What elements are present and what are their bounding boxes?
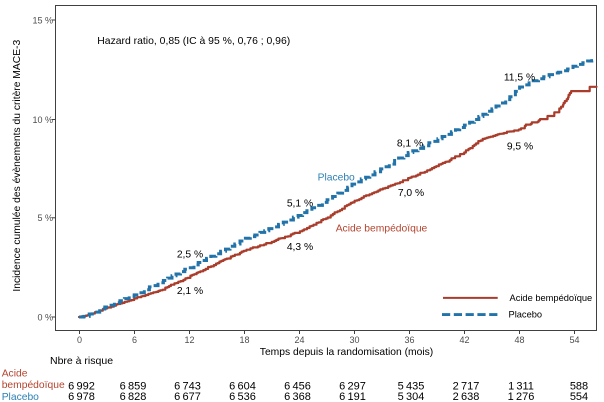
svg-text:6 743: 6 743: [174, 381, 201, 393]
svg-text:2 638: 2 638: [453, 391, 480, 402]
svg-text:1 311: 1 311: [508, 381, 534, 393]
svg-text:18: 18: [239, 335, 249, 345]
svg-text:54: 54: [569, 335, 579, 345]
svg-text:15 %: 15 %: [32, 15, 53, 25]
svg-text:6 368: 6 368: [284, 391, 311, 402]
svg-text:6 456: 6 456: [284, 381, 311, 393]
svg-text:2,1 %: 2,1 %: [177, 286, 203, 297]
svg-text:6 859: 6 859: [120, 381, 147, 393]
svg-text:Placebo: Placebo: [318, 172, 355, 183]
svg-text:6 604: 6 604: [229, 381, 256, 393]
svg-text:12: 12: [184, 335, 194, 345]
svg-text:6 828: 6 828: [120, 391, 147, 402]
svg-text:6 677: 6 677: [174, 391, 201, 402]
svg-text:4,3 %: 4,3 %: [287, 242, 313, 253]
svg-text:554: 554: [570, 391, 588, 402]
svg-text:Incidence cumulée des évènemen: Incidence cumulée des évènements du crit…: [12, 40, 23, 292]
svg-text:30: 30: [349, 335, 359, 345]
svg-text:6 536: 6 536: [229, 391, 256, 402]
svg-text:8,1 %: 8,1 %: [397, 139, 423, 150]
svg-text:11,5 %: 11,5 %: [504, 73, 535, 84]
svg-text:42: 42: [459, 335, 469, 345]
svg-text:Temps depuis la randomisation: Temps depuis la randomisation (mois): [260, 347, 433, 358]
svg-text:5 304: 5 304: [398, 391, 425, 402]
svg-text:Nbre à risque: Nbre à risque: [50, 355, 113, 367]
svg-text:Acide: Acide: [2, 368, 28, 379]
svg-text:48: 48: [514, 335, 524, 345]
svg-text:Acide bempédoïque: Acide bempédoïque: [510, 293, 593, 303]
svg-text:2,5 %: 2,5 %: [177, 250, 203, 261]
svg-text:Placebo: Placebo: [2, 392, 39, 402]
svg-text:6 191: 6 191: [339, 391, 366, 402]
svg-text:Hazard ratio, 0,85 (IC à 95 %,: Hazard ratio, 0,85 (IC à 95 %, 0,76 ; 0,…: [97, 36, 290, 47]
svg-text:1 276: 1 276: [508, 391, 535, 402]
svg-text:Acide bempédoïque: Acide bempédoïque: [336, 224, 428, 235]
svg-text:588: 588: [570, 381, 588, 393]
svg-text:2 717: 2 717: [453, 381, 480, 393]
svg-text:0 %: 0 %: [37, 312, 53, 322]
svg-text:5 435: 5 435: [398, 381, 425, 393]
svg-text:6 297: 6 297: [339, 381, 366, 393]
svg-text:6: 6: [132, 335, 137, 345]
svg-text:10 %: 10 %: [32, 115, 53, 125]
svg-text:7,0 %: 7,0 %: [398, 188, 424, 199]
svg-text:6 992: 6 992: [68, 381, 95, 393]
svg-text:6 978: 6 978: [68, 391, 95, 402]
svg-text:5 %: 5 %: [37, 213, 53, 223]
svg-text:36: 36: [404, 335, 414, 345]
svg-text:Placebo: Placebo: [509, 309, 543, 319]
svg-text:9,5 %: 9,5 %: [507, 142, 533, 153]
svg-text:24: 24: [294, 335, 304, 345]
svg-text:0: 0: [77, 335, 82, 345]
svg-text:bempédoïque: bempédoïque: [2, 380, 65, 391]
svg-text:5,1 %: 5,1 %: [287, 199, 313, 210]
